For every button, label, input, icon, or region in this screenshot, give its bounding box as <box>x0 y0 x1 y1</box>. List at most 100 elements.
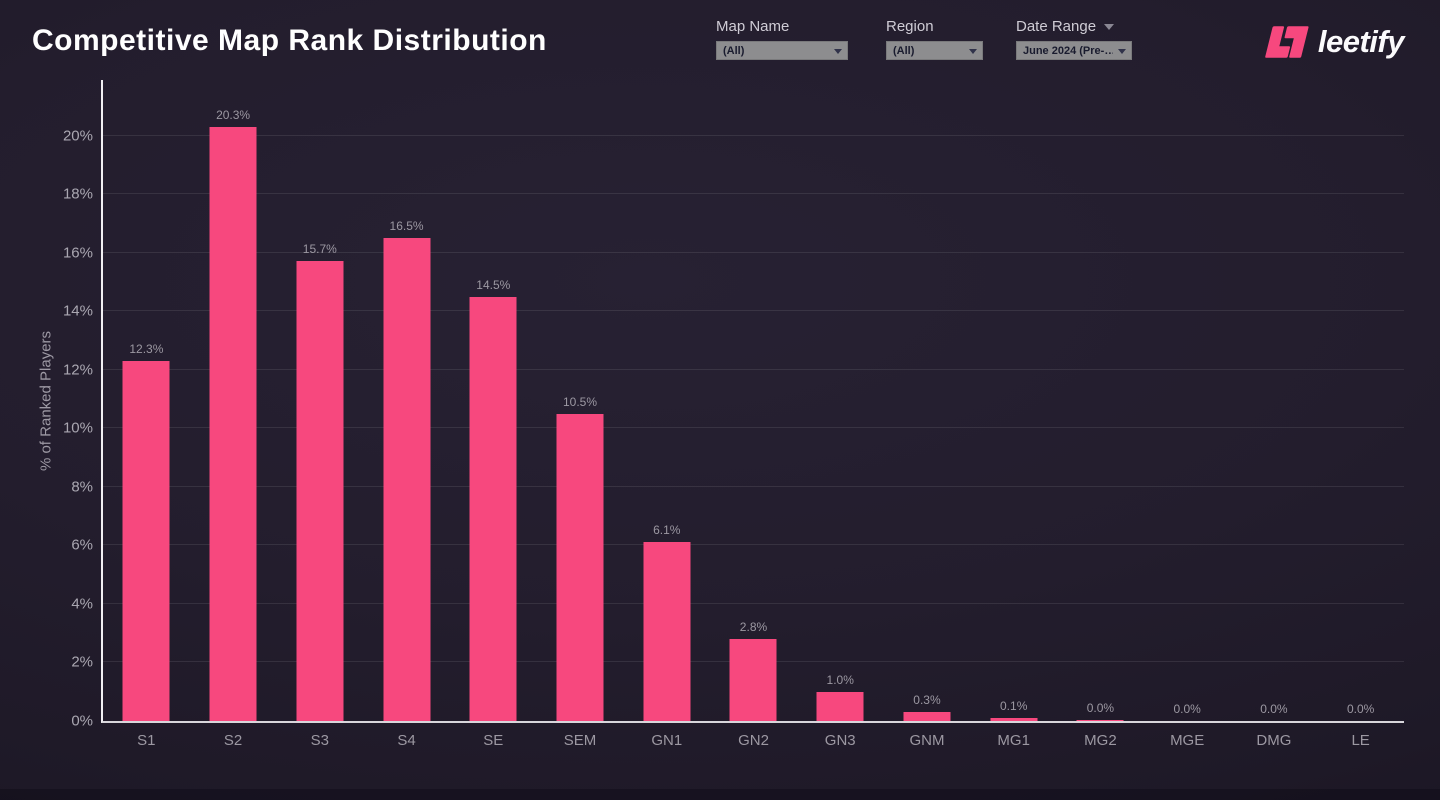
y-axis-tick-label: 4% <box>71 595 93 613</box>
bar-value-label: 0.0% <box>1086 700 1115 715</box>
bar[interactable] <box>556 413 604 721</box>
gridline <box>103 134 1404 136</box>
date-range-filter-label: Date Range <box>1016 17 1097 35</box>
bar-column-s3: 15.7% S3 <box>276 80 363 749</box>
x-axis-tick-label: GNM <box>909 732 945 749</box>
bar-value-label: 1.0% <box>826 672 854 687</box>
y-axis-tick-label: 14% <box>62 302 93 320</box>
y-axis-tick-label: 20% <box>62 127 93 145</box>
gridline <box>103 193 1404 195</box>
x-axis-tick-label: GN3 <box>824 732 856 749</box>
bar-value-label: 10.5% <box>563 394 598 409</box>
bar-column-mge: 0.0% MGE <box>1144 80 1231 749</box>
x-axis-tick-label: MG2 <box>1084 732 1117 749</box>
bar-column-s2: 20.3% S2 <box>190 80 277 749</box>
region-dropdown-value: (All) <box>893 44 915 57</box>
y-axis-tick-label: 18% <box>62 185 93 203</box>
bar-value-label: 0.3% <box>913 693 941 708</box>
bar[interactable] <box>122 361 170 721</box>
bar-column-sem: 10.5% SEM <box>537 80 624 749</box>
x-axis-tick-label: GN2 <box>738 732 769 749</box>
map-name-dropdown-value: (All) <box>723 44 745 57</box>
chevron-down-icon <box>834 49 842 54</box>
chevron-down-icon <box>1118 49 1126 54</box>
page-title: Competitive Map Rank Distribution <box>32 24 547 57</box>
bar-column-se: 14.5% SE <box>450 80 537 749</box>
bar-value-label: 20.3% <box>216 107 251 122</box>
x-axis-tick-label: S3 <box>310 732 329 749</box>
x-axis-tick-label: GN1 <box>651 732 683 749</box>
gridline <box>103 427 1404 429</box>
region-dropdown[interactable]: (All) <box>886 41 983 60</box>
x-axis-tick-label: DMG <box>1256 732 1292 749</box>
bar[interactable] <box>209 126 257 721</box>
bar[interactable] <box>383 238 431 721</box>
bar-column-s4: 16.5% S4 <box>363 80 450 749</box>
bar[interactable] <box>1076 719 1124 721</box>
gridline <box>103 544 1404 546</box>
bar[interactable] <box>816 691 864 721</box>
filter-region: Region (All) <box>886 16 1016 60</box>
bar[interactable] <box>643 542 691 721</box>
x-axis-tick-label: SEM <box>563 732 597 749</box>
chevron-down-icon <box>969 49 977 54</box>
leetify-logo-text: leetify <box>1317 24 1405 59</box>
x-axis-tick-label: S1 <box>137 732 156 749</box>
bar-value-label: 14.5% <box>476 277 511 292</box>
gridline <box>103 485 1404 487</box>
bar-value-label: 0.0% <box>1260 702 1288 716</box>
bar[interactable] <box>296 261 344 721</box>
bottom-strip <box>0 789 1440 800</box>
leetify-logo-icon <box>1265 26 1309 58</box>
bar[interactable] <box>903 712 951 721</box>
bar-column-mg2: 0.0% MG2 <box>1057 80 1144 749</box>
x-axis-tick-label: S2 <box>223 732 243 749</box>
y-axis-tick-label: 6% <box>71 536 93 554</box>
map-name-dropdown[interactable]: (All) <box>716 41 848 60</box>
bar-column-s1: 12.3% S1 <box>103 80 190 749</box>
x-axis-tick-label: LE <box>1351 732 1370 749</box>
bar-value-label: 2.8% <box>739 620 768 635</box>
x-axis-tick-label: MG1 <box>997 732 1030 749</box>
bar-column-dmg: 0.0% DMG <box>1231 80 1318 749</box>
y-axis-tick-label: 2% <box>71 653 93 671</box>
y-axis-tick-label: 16% <box>62 244 93 262</box>
bar-column-mg1: 0.1% MG1 <box>970 80 1057 749</box>
bar-value-label: 12.3% <box>129 342 164 356</box>
y-axis-tick-label: 8% <box>71 478 93 496</box>
bar[interactable] <box>729 639 777 721</box>
bar-value-label: 15.7% <box>302 242 337 257</box>
bar-column-gn1: 6.1% GN1 <box>623 80 710 749</box>
gridline <box>103 251 1404 253</box>
y-axis-title: % of Ranked Players <box>37 330 55 472</box>
bar[interactable] <box>990 718 1038 721</box>
plot-area: 0% 2% 4% 6% 8% 10% 12% 14% 16% 18% 20% 12.3% S1 20.3%… <box>63 80 1404 749</box>
gridline <box>103 602 1404 604</box>
bar-column-le: 0.0% LE <box>1317 80 1404 749</box>
bar-value-label: 16.5% <box>389 219 424 234</box>
gridline <box>103 368 1404 370</box>
y-axis-tick-label: 12% <box>62 361 93 379</box>
x-axis-tick-label: SE <box>483 732 504 749</box>
bar-value-label: 0.1% <box>1000 699 1028 714</box>
bar-column-gnm: 0.3% GNM <box>884 80 971 749</box>
y-axis-tick-label: 10% <box>62 419 93 437</box>
filter-bar: Map Name (All) Region (All) Date Range J… <box>716 16 1146 60</box>
map-name-filter-label: Map Name <box>716 17 790 35</box>
bar-value-label: 0.0% <box>1346 702 1375 716</box>
bar[interactable] <box>469 296 517 721</box>
date-range-dropdown[interactable]: June 2024 (Pre-… <box>1016 41 1132 60</box>
filter-map-name: Map Name (All) <box>716 16 886 60</box>
x-axis-tick-label: MGE <box>1170 732 1205 749</box>
x-axis-tick-label: S4 <box>397 732 416 749</box>
y-axis-tick-label: 0% <box>71 712 93 730</box>
region-filter-label: Region <box>886 17 934 35</box>
bar-value-label: 0.0% <box>1173 702 1201 716</box>
date-range-dropdown-value: June 2024 (Pre-… <box>1023 44 1113 57</box>
bar-value-label: 6.1% <box>653 523 681 538</box>
caret-down-icon[interactable] <box>1104 24 1115 30</box>
bar-column-gn2: 2.8% GN2 <box>710 80 797 749</box>
leetify-logo: leetify <box>1263 24 1405 60</box>
bar-column-gn3: 1.0% GN3 <box>797 80 884 749</box>
